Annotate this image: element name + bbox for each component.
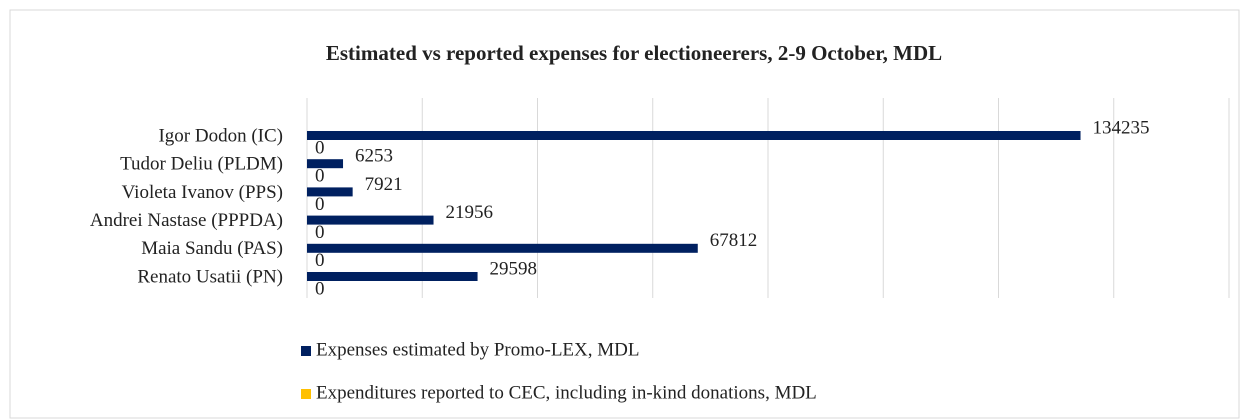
y-tick-label: Violeta Ivanov (PPS) (122, 182, 283, 203)
data-label: 67812 (710, 230, 758, 251)
bar (307, 159, 344, 169)
chart-border (9, 9, 1240, 419)
data-label: 7921 (365, 174, 403, 195)
data-label: 0 (315, 166, 325, 187)
data-label: 0 (315, 278, 325, 299)
bar (307, 187, 353, 197)
data-label: 0 (315, 137, 325, 158)
data-label: 29598 (490, 258, 538, 279)
legend-label: Expenses estimated by Promo-LEX, MDL (316, 339, 639, 360)
data-label: 0 (315, 194, 325, 215)
data-label: 6253 (355, 146, 393, 167)
bar (307, 272, 478, 281)
y-tick-label: Igor Dodon (IC) (158, 125, 283, 146)
bar (307, 131, 1081, 140)
data-label: 0 (315, 222, 325, 243)
chart-title: Estimated vs reported expenses for elect… (326, 41, 942, 65)
legend-swatch (301, 346, 311, 356)
y-tick-label: Tudor Deliu (PLDM) (120, 154, 283, 175)
bar (307, 243, 698, 253)
data-label: 134235 (1093, 117, 1150, 138)
data-label: 21956 (446, 202, 494, 223)
y-tick-label: Andrei Nastase (PPPDA) (90, 210, 283, 231)
bar (307, 215, 434, 225)
y-tick-label: Renato Usatii (PN) (137, 266, 283, 287)
legend-swatch (301, 389, 311, 399)
legend-label: Expenditures reported to CEC, including … (316, 382, 817, 403)
data-label: 0 (315, 250, 325, 271)
y-tick-label: Maia Sandu (PAS) (141, 238, 283, 259)
